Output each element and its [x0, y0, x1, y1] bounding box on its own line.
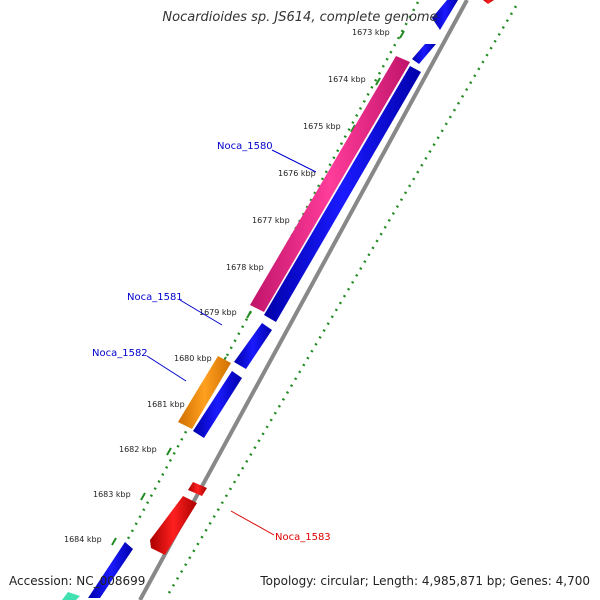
- ruler-tick-label: 1674 kbp: [328, 75, 366, 84]
- ruler-tick-label: 1679 kbp: [199, 308, 237, 317]
- highlight-noca-1582[interactable]: [178, 356, 231, 429]
- genome-summary-text: Topology: circular; Length: 4,985,871 bp…: [260, 574, 590, 588]
- leader-noca-1582: [146, 355, 187, 382]
- accession-text: Accession: NC_008699: [9, 574, 146, 588]
- reverse-cds-track: [150, 0, 494, 555]
- ruler-tick-label: 1678 kbp: [226, 263, 264, 272]
- cds-feature-partial[interactable]: [62, 592, 80, 600]
- ruler-tick-label: 1683 kbp: [93, 490, 131, 499]
- leader-noca-1583: [230, 510, 275, 536]
- ruler-tick: [111, 537, 117, 546]
- gene-label-noca-1580[interactable]: Noca_1580: [217, 141, 273, 152]
- cds-feature[interactable]: [412, 44, 436, 64]
- highlight-noca-1580[interactable]: [250, 56, 410, 312]
- cds-feature-noca-1583-main[interactable]: [150, 496, 197, 555]
- cds-feature-noca-1581[interactable]: [234, 323, 272, 369]
- ruler-tick-label: 1677 kbp: [252, 216, 290, 225]
- leader-noca-1580: [271, 149, 317, 173]
- cds-feature[interactable]: [88, 542, 133, 598]
- cds-feature[interactable]: [432, 0, 458, 30]
- ruler-tick-label: 1684 kbp: [64, 535, 102, 544]
- cds-feature[interactable]: [483, 0, 494, 4]
- ruler-tick: [350, 124, 356, 133]
- ruler-tick-label: 1675 kbp: [303, 122, 341, 131]
- genome-title: Nocardioides sp. JS614, complete genome: [162, 10, 438, 25]
- ruler-tick: [375, 77, 381, 86]
- ruler-tick-label: 1676 kbp: [278, 169, 316, 178]
- cds-feature-noca-1580[interactable]: [264, 66, 421, 322]
- cds-feature-noca-1582[interactable]: [193, 371, 242, 438]
- genome-backbone: [138, 0, 469, 600]
- ruler-tick: [166, 447, 172, 456]
- ruler-tick-label: 1682 kbp: [119, 445, 157, 454]
- ruler-tick: [140, 492, 146, 501]
- ruler-tick-label: 1673 kbp: [352, 28, 390, 37]
- ruler-tick: [399, 30, 405, 39]
- cds-feature-noca-1583[interactable]: [188, 482, 207, 496]
- position-ruler-dots: [93, 1, 420, 600]
- ruler-ticks: 1673 kbp 1674 kbp 1675 kbp 1676 kbp 1677 kbp…: [64, 28, 405, 546]
- outer-ruler-dots: [164, 5, 518, 599]
- forward-cds-track: [88, 0, 458, 598]
- leader-noca-1581: [179, 299, 223, 326]
- gene-label-noca-1582[interactable]: Noca_1582: [92, 348, 148, 359]
- ruler-tick: [246, 310, 252, 319]
- gene-label-noca-1583[interactable]: Noca_1583: [275, 532, 331, 543]
- ruler-tick-label: 1680 kbp: [174, 354, 212, 363]
- ruler-tick-label: 1681 kbp: [147, 400, 185, 409]
- gene-label-noca-1581[interactable]: Noca_1581: [127, 292, 183, 303]
